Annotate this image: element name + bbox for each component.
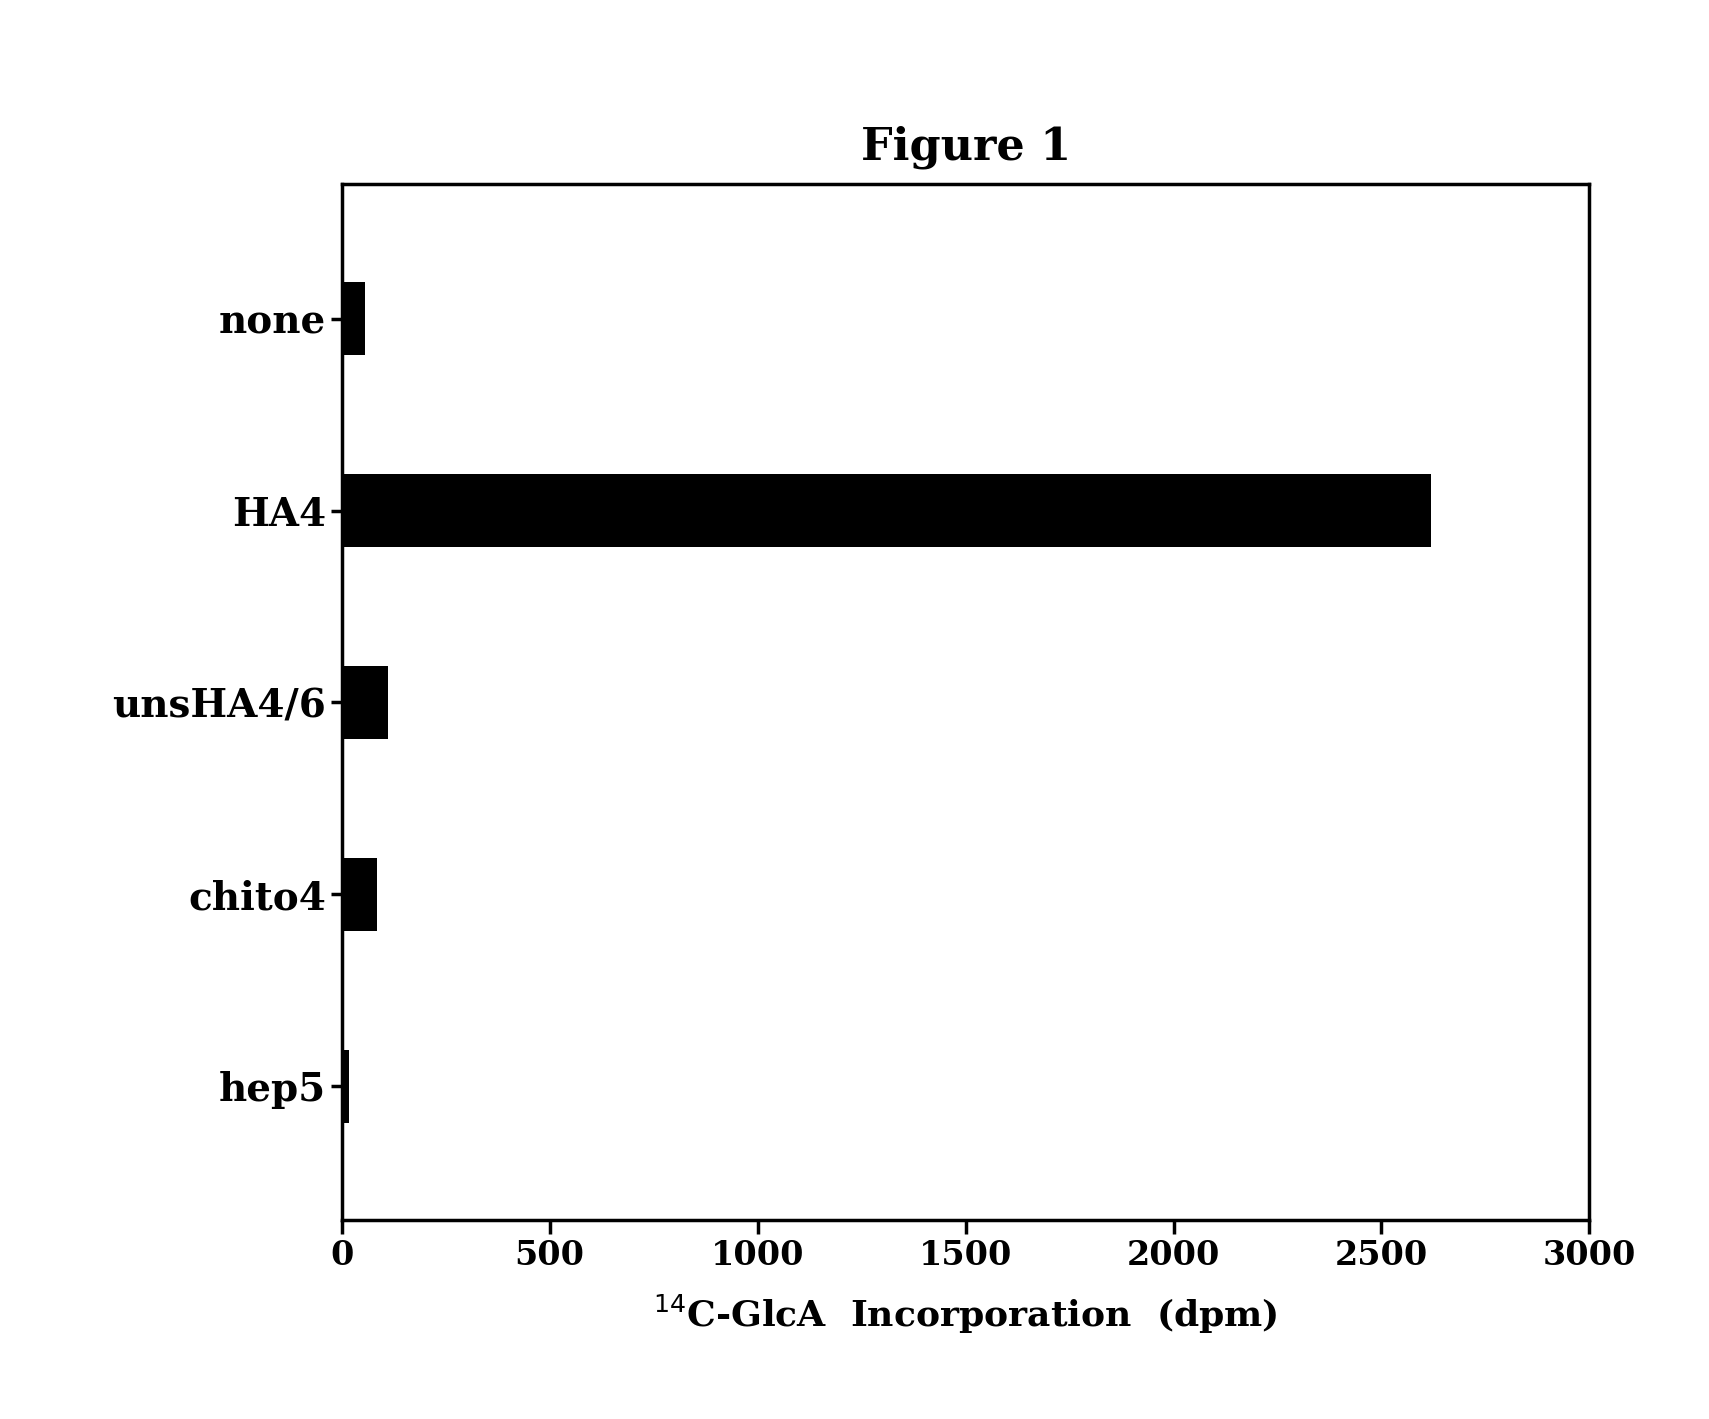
Bar	[342, 1050, 349, 1122]
Title: Figure 1: Figure 1	[861, 125, 1070, 169]
Bar	[342, 282, 364, 355]
Bar	[342, 474, 1432, 546]
Bar	[342, 666, 388, 739]
Bar	[342, 857, 378, 931]
X-axis label: $^{14}$C-GlcA  Incorporation  (dpm): $^{14}$C-GlcA Incorporation (dpm)	[653, 1293, 1278, 1337]
